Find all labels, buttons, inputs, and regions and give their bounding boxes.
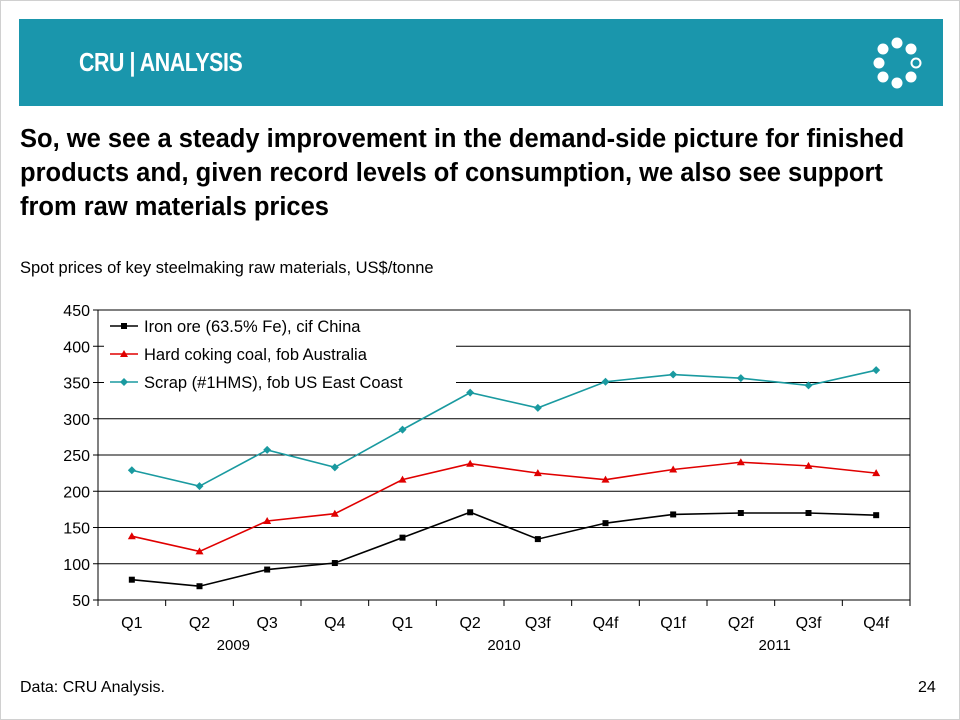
legend-marker [120, 350, 128, 357]
data-point [195, 482, 204, 491]
data-point [195, 547, 204, 555]
x-tick-label: Q4 [324, 615, 345, 632]
legend-entry: Iron ore (63.5% Fe), cif China [144, 318, 361, 336]
data-point [398, 425, 407, 434]
x-tick-label: Q4f [593, 615, 619, 632]
y-tick-label: 450 [63, 303, 90, 320]
x-tick-label: Q3f [525, 615, 551, 632]
data-point [872, 366, 881, 375]
data-point [127, 532, 136, 540]
x-tick-label: Q4f [863, 615, 889, 632]
y-tick-label: 400 [63, 339, 90, 356]
legend-entry: Scrap (#1HMS), fob US East Coast [144, 374, 403, 392]
data-point [330, 463, 339, 472]
data-point [263, 516, 272, 524]
data-point [196, 583, 203, 590]
x-tick-label: Q2f [728, 615, 754, 632]
source-note: Data: CRU Analysis. [20, 679, 165, 696]
data-point [737, 510, 744, 516]
header-banner: CRU | ANALYSIS [19, 19, 943, 106]
slide-headline: So, we see a steady improvement in the d… [20, 125, 905, 221]
x-tick-label: Q1 [121, 615, 142, 632]
y-tick-label: 100 [63, 557, 90, 574]
data-point [466, 388, 475, 397]
data-point [330, 509, 339, 517]
data-point [873, 512, 880, 519]
data-point [804, 461, 813, 469]
x-tick-label: Q1 [392, 615, 413, 632]
data-point [466, 459, 475, 467]
data-point [263, 445, 272, 454]
data-point [467, 509, 474, 516]
data-point [601, 475, 610, 483]
legend-marker [120, 378, 128, 386]
data-point [533, 469, 542, 477]
cru-ring-icon [873, 37, 922, 89]
y-tick-label: 50 [72, 593, 90, 610]
data-point [805, 510, 812, 516]
data-point [669, 370, 678, 379]
y-tick-label: 250 [63, 448, 90, 465]
y-tick-label: 300 [63, 412, 90, 429]
data-point [398, 475, 407, 483]
year-label: 2009 [217, 637, 250, 654]
data-point [669, 465, 678, 473]
series-line-0 [131, 511, 877, 588]
price-line-chart: 50 100 150 200 250 300 350 400 450 Q1 Q2 Q3 Q4 Q1 Q2 Q3… [63, 303, 911, 654]
data-point [331, 560, 338, 567]
data-point [602, 520, 609, 527]
data-point [264, 566, 271, 573]
y-tick-label: 150 [63, 521, 90, 538]
data-point [670, 511, 677, 518]
legend-box [104, 312, 456, 396]
data-point [872, 469, 881, 477]
x-tick-label: Q3 [256, 615, 277, 632]
chart-subtitle: Spot prices of key steelmaking raw mater… [20, 259, 434, 277]
year-label: 2011 [759, 637, 791, 654]
x-tick-label: Q1f [660, 615, 686, 632]
data-point [127, 466, 136, 475]
series-line-1 [131, 461, 877, 553]
series-line-2 [131, 369, 877, 488]
y-tick-label: 350 [63, 376, 90, 393]
year-label: 2010 [487, 637, 520, 654]
x-tick-label: Q3f [796, 615, 822, 632]
data-point [533, 403, 542, 412]
x-tick-label: Q2 [189, 615, 210, 632]
data-point [736, 374, 745, 383]
y-tick-label: 200 [63, 484, 90, 501]
x-tick-label: Q2 [459, 615, 480, 632]
legend-marker [121, 323, 127, 329]
legend-entry: Hard coking coal, fob Australia [144, 346, 368, 364]
brand-wordmark: CRU | ANALYSIS [79, 47, 243, 77]
data-point [128, 576, 135, 583]
data-point [399, 534, 406, 541]
data-point [804, 381, 813, 390]
data-point [601, 377, 610, 386]
data-point [736, 458, 745, 466]
page-number: 24 [918, 679, 936, 696]
data-point [534, 536, 541, 543]
